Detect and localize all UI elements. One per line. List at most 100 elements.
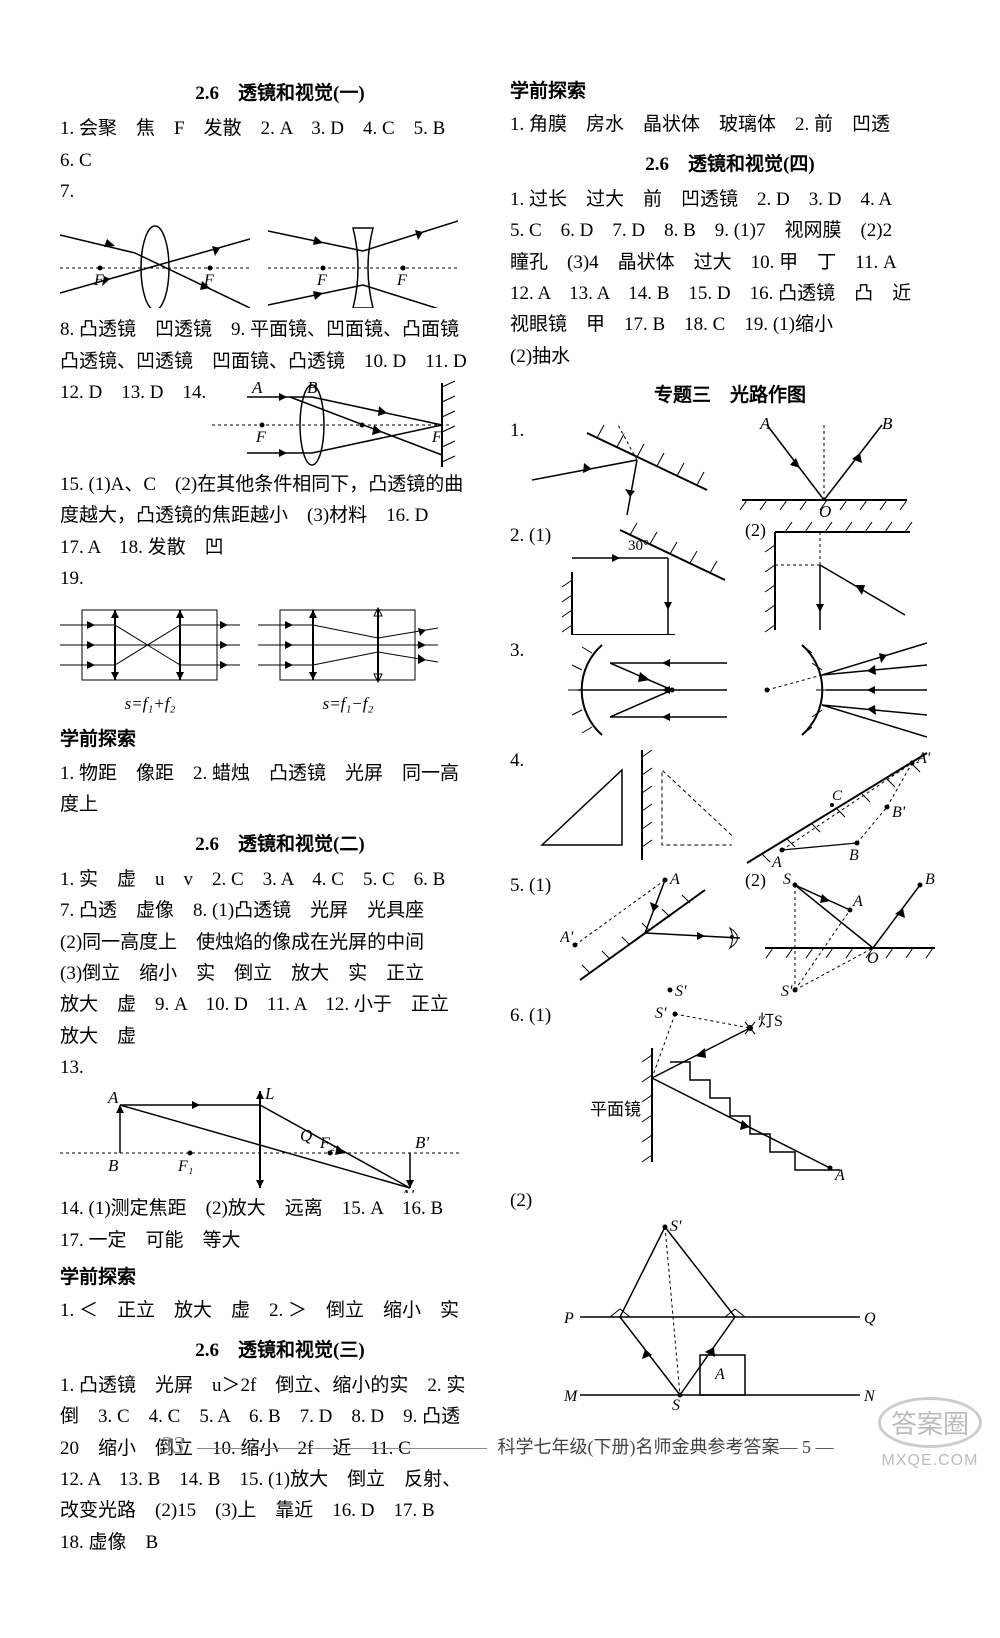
figure-13: L AB F₁ F₂ Q B'A': [60, 1083, 460, 1193]
answer-line: (3)倒立 缩小 实 倒立 放大 实 正立: [60, 958, 500, 989]
watermark: 答案圈 MXQE.COM: [878, 1397, 982, 1470]
svg-text:A: A: [852, 893, 863, 910]
svg-text:A: A: [669, 871, 680, 888]
heading-2-6-2: 2.6 透镜和视觉(二): [60, 829, 500, 860]
fig4-right: A B C A' B': [732, 745, 937, 870]
svg-text:A: A: [771, 854, 782, 870]
fig1-left: [532, 415, 722, 515]
svg-text:Q: Q: [864, 1310, 876, 1327]
answer-line: 度上: [60, 789, 500, 820]
svg-text:N: N: [863, 1388, 876, 1405]
answer-line: 8. 凸透镜 凹透镜 9. 平面镜、凹面镜、凸面镜: [60, 314, 500, 345]
fig2-right: (2): [745, 520, 940, 635]
answer-line: 12. D 13. D 14.: [60, 377, 206, 408]
answer-line: (2)抽水: [510, 341, 950, 372]
svg-text:A': A': [560, 929, 574, 946]
answer-line: 1. 物距 像距 2. 蜡烛 凸透镜 光屏 同一高: [60, 758, 500, 789]
answer-line: 1. 角膜 房水 晶状体 玻璃体 2. 前 凹透: [510, 109, 950, 140]
answer-line: 15. (1)A、C (2)在其他条件相同下，凸透镜的曲: [60, 469, 500, 500]
fig4-left: [532, 745, 732, 865]
figure-14: A B F F: [212, 377, 467, 469]
svg-text:B: B: [882, 415, 893, 433]
right-column: 学前探索 1. 角膜 房水 晶状体 玻璃体 2. 前 凹透 2.6 透镜和视觉(…: [510, 70, 950, 1558]
answer-line: 1. 凸透镜 光屏 u＞2f 倒立、缩小的实 2. 实: [60, 1370, 500, 1401]
svg-text:A: A: [251, 378, 263, 397]
column-divider: [500, 70, 510, 1558]
figure-7: F F F F: [60, 213, 500, 308]
svg-text:A': A': [399, 1186, 414, 1193]
heading-2-6-1: 2.6 透镜和视觉(一): [60, 78, 500, 109]
answer-line: 6. (1): [510, 1000, 560, 1031]
fig6b: S' P Q M N A S: [550, 1217, 890, 1412]
answer-line: 1. 过长 过大 前 凹透镜 2. D 3. D 4. A: [510, 184, 950, 215]
footer-text: 科学七年级(下册)名师金典参考答案— 5 —: [498, 1437, 834, 1457]
watermark-top: 答案圈: [878, 1397, 982, 1448]
svg-text:A': A': [916, 750, 931, 767]
caption: s=f₁−f₂: [258, 690, 438, 718]
svg-text:L: L: [264, 1084, 274, 1103]
svg-text:O: O: [819, 502, 831, 520]
page-footer: 33 科学七年级(下册)名师金典参考答案— 5 —: [0, 1433, 1000, 1460]
two-lens-panel-1: [60, 600, 240, 690]
svg-text:(2): (2): [745, 520, 766, 541]
answer-line: 14. (1)测定焦距 (2)放大 远离 15. A 16. B: [60, 1193, 500, 1224]
svg-text:F₁: F₁: [177, 1158, 193, 1175]
svg-text:A: A: [714, 1366, 725, 1383]
fig3-convex-mirror: [727, 635, 927, 745]
answer-line: 13.: [60, 1052, 500, 1083]
answer-line: 1. ＜ 正立 放大 虚 2. ＞ 倒立 缩小 实: [60, 1295, 500, 1326]
answer-line: (2): [510, 1185, 950, 1216]
svg-text:S: S: [672, 1397, 680, 1412]
heading-2-6-4: 2.6 透镜和视觉(四): [510, 149, 950, 180]
svg-text:B: B: [849, 847, 859, 864]
subheading: 学前探索: [60, 1262, 500, 1293]
svg-text:S': S': [670, 1218, 682, 1235]
page: 2.6 透镜和视觉(一) 1. 会聚 焦 F 发散 2. A 3. D 4. C…: [0, 0, 1000, 1638]
answer-line: 17. A 18. 发散 凹: [60, 532, 500, 563]
answer-line: 7. 凸透 虚像 8. (1)凸透镜 光屏 光具座: [60, 895, 500, 926]
svg-text:A: A: [759, 415, 771, 433]
svg-text:F₂: F₂: [319, 1135, 336, 1152]
answer-line: 12. A 13. A 14. B 15. D 16. 凸透镜 凸 近: [510, 278, 950, 309]
svg-text:30°: 30°: [628, 538, 649, 554]
answer-line: 18. 虚像 B: [60, 1527, 500, 1558]
svg-text:F: F: [396, 272, 407, 289]
svg-text:灯S: 灯S: [758, 1012, 783, 1030]
answer-line: 4.: [510, 745, 532, 776]
svg-text:F: F: [93, 272, 104, 289]
answer-line: 17. 一定 可能 等大: [60, 1225, 500, 1256]
svg-text:P: P: [563, 1310, 574, 1327]
answer-line: 2. (1): [510, 520, 560, 551]
answer-line: 倒 3. C 4. C 5. A 6. B 7. D 8. D 9. 凸透: [60, 1401, 500, 1432]
fig2-left: 30°: [560, 520, 745, 635]
answer-line: 19.: [60, 563, 500, 594]
left-column: 2.6 透镜和视觉(一) 1. 会聚 焦 F 发散 2. A 3. D 4. C…: [60, 70, 500, 1558]
svg-text:C: C: [832, 788, 843, 804]
figure-19: s=f₁+f₂ s=f₁−f₂: [60, 600, 500, 718]
svg-text:(2): (2): [745, 870, 766, 891]
subheading: 学前探索: [510, 76, 950, 107]
lens-diagram-convex: F F: [60, 213, 250, 308]
svg-text:S': S': [675, 983, 687, 1000]
answer-line: 1.: [510, 415, 532, 446]
svg-text:M: M: [563, 1388, 579, 1405]
svg-text:O: O: [867, 950, 879, 967]
answer-line: 6. C: [60, 145, 500, 176]
answer-line: 3.: [510, 635, 532, 666]
svg-text:S': S': [655, 1005, 667, 1022]
answer-line: 改变光路 (2)15 (3)上 靠近 16. D 17. B: [60, 1495, 500, 1526]
answer-line: 7.: [60, 176, 500, 207]
svg-text:F: F: [431, 429, 442, 446]
svg-text:F: F: [203, 272, 214, 289]
lens-diagram-concave: F F: [268, 213, 458, 308]
fig1-right: A B O: [722, 415, 927, 520]
answer-line: 放大 虚: [60, 1021, 500, 1052]
answer-line: 5. C 6. D 7. D 8. B 9. (1)7 视网膜 (2)2: [510, 215, 950, 246]
svg-text:B: B: [925, 871, 935, 888]
two-lens-panel-2: [258, 600, 438, 690]
answer-line: 瞳孔 (3)4 晶状体 过大 10. 甲 丁 11. A: [510, 247, 950, 278]
answer-line: 凸透镜、凹透镜 凹面镜、凸透镜 10. D 11. D: [60, 346, 500, 377]
heading-2-6-3: 2.6 透镜和视觉(三): [60, 1335, 500, 1366]
svg-text:S: S: [783, 871, 791, 888]
answer-line: 放大 虚 9. A 10. D 11. A 12. 小于 正立: [60, 989, 500, 1020]
